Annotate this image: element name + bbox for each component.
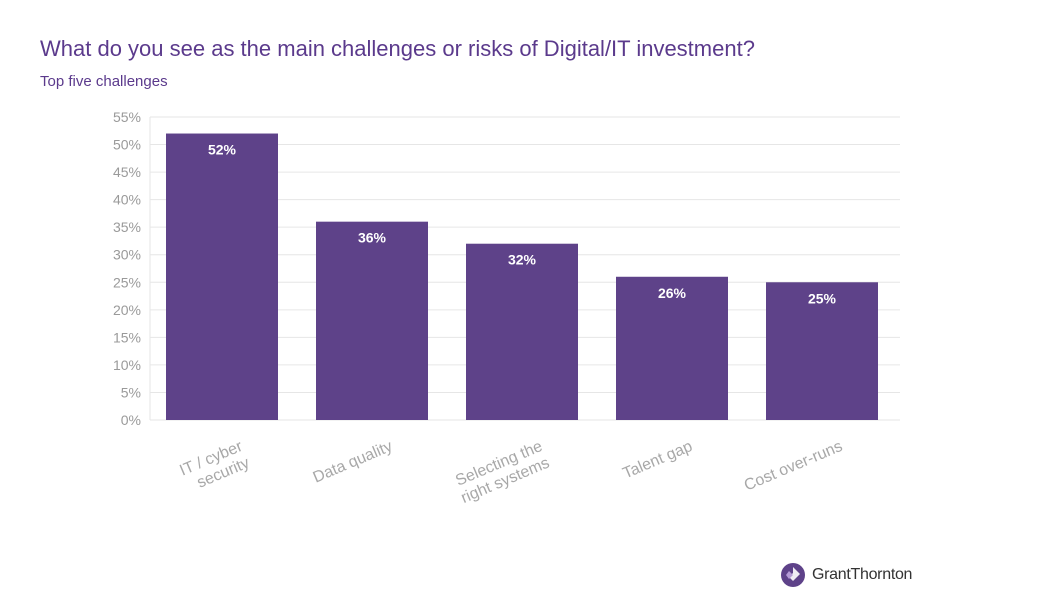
y-tick-label: 40%	[113, 192, 141, 208]
x-tick-label: Data quality	[311, 438, 395, 487]
y-tick-label: 10%	[113, 357, 141, 373]
y-tick-label: 0%	[121, 412, 141, 428]
x-tick-label: Cost over-runs	[742, 438, 845, 495]
data-label: 25%	[808, 290, 837, 306]
y-tick-label: 20%	[113, 302, 141, 318]
x-tick-label-line: Data quality	[311, 438, 395, 487]
data-label: 52%	[208, 142, 237, 158]
bar	[616, 276, 728, 420]
bar	[166, 133, 278, 420]
data-label: 26%	[658, 285, 687, 301]
logo-text: GrantThornton	[812, 566, 913, 583]
y-tick-label: 55%	[113, 109, 141, 125]
grant-thornton-logo: GrantThornton	[780, 562, 912, 588]
grant-thornton-logo-icon	[781, 563, 805, 587]
y-tick-label: 15%	[113, 329, 141, 345]
y-tick-label: 50%	[113, 137, 141, 153]
y-tick-label: 5%	[121, 384, 141, 400]
chart-title: What do you see as the main challenges o…	[40, 36, 755, 61]
x-tick-label-line: Talent gap	[620, 438, 695, 483]
bar	[316, 221, 428, 420]
y-tick-label: 30%	[113, 247, 141, 263]
x-tick-label: Selecting theright systems	[452, 438, 553, 507]
bar	[766, 282, 878, 420]
x-tick-label: IT / cybersecurity	[177, 438, 252, 496]
y-tick-label: 45%	[113, 164, 141, 180]
bar	[466, 243, 578, 420]
data-label: 36%	[358, 230, 387, 246]
chart-subtitle: Top five challenges	[40, 73, 168, 90]
data-label: 32%	[508, 252, 537, 268]
x-tick-label: Talent gap	[620, 438, 695, 483]
y-tick-label: 35%	[113, 219, 141, 235]
y-tick-label: 25%	[113, 274, 141, 290]
x-tick-label-line: Cost over-runs	[742, 438, 845, 495]
